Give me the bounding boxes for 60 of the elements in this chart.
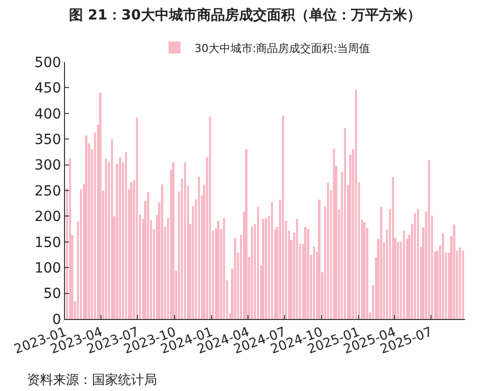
bar [111, 139, 113, 319]
y-tick-label: 250 [34, 183, 62, 200]
y-tick-label: 200 [34, 209, 62, 226]
chart-title: 图 21：30大中城市商品房成交面积（单位：万平方米） [69, 6, 421, 24]
bar [327, 182, 329, 319]
bar [392, 177, 394, 319]
y-tick-label: 350 [34, 132, 62, 148]
bar [257, 206, 259, 319]
y-tick-label: 300 [34, 158, 62, 174]
bar [85, 136, 88, 319]
bar [161, 184, 164, 319]
bar [105, 158, 108, 319]
bar [147, 192, 150, 319]
bar [136, 118, 138, 319]
bar [355, 90, 358, 319]
bar [265, 218, 268, 319]
bar [296, 218, 298, 319]
text: 资料来源：国家统计局 [27, 372, 157, 388]
bar [125, 152, 127, 319]
bar [251, 226, 254, 319]
bar [380, 206, 382, 319]
bar [209, 116, 212, 319]
bar [172, 162, 174, 319]
bar [282, 115, 284, 319]
y-tick-label: 100 [34, 260, 62, 276]
y-tick-label: 0 [52, 312, 62, 328]
bar [69, 158, 71, 319]
bar [344, 128, 346, 319]
bar [313, 246, 315, 319]
legend-label: 30大中城市:商品房成交面积:当周值 [194, 42, 370, 55]
bar [459, 248, 461, 319]
bar [363, 222, 366, 319]
y-tick-label: 150 [34, 234, 62, 251]
y-tick-label: 400 [34, 106, 62, 122]
bar [417, 209, 419, 319]
bar [428, 160, 430, 319]
bar [198, 176, 200, 319]
bar [234, 238, 236, 319]
bar [403, 230, 405, 319]
bar [397, 242, 400, 319]
bar [453, 224, 456, 319]
bar [442, 234, 444, 319]
bar [130, 182, 132, 319]
y-tick-label: 50 [43, 286, 62, 302]
bar [304, 226, 306, 319]
bar [333, 148, 335, 319]
bar [462, 250, 464, 319]
y-tick-label: 450 [34, 80, 62, 97]
y-tick-label: 500 [34, 54, 62, 71]
bar [271, 202, 273, 319]
bar [307, 229, 310, 319]
bar [245, 149, 248, 319]
bar [262, 218, 264, 319]
bar [99, 92, 102, 319]
bar [119, 157, 122, 319]
bar [414, 213, 416, 319]
bar [217, 220, 220, 319]
bar [223, 218, 226, 319]
bar [318, 200, 321, 319]
bar [184, 162, 186, 319]
